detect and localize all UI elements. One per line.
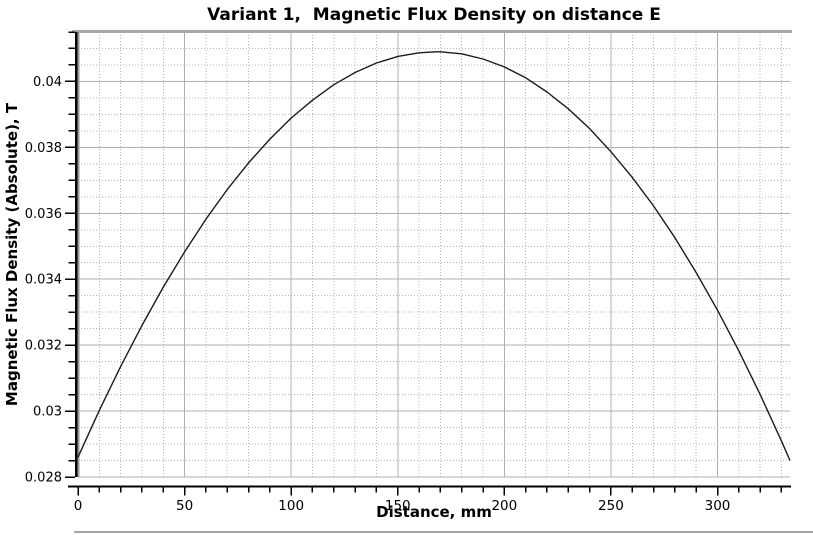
chart-title: Variant 1, Magnetic Flux Density on dist… [207,5,661,25]
x-tick-label: 300 [705,498,731,514]
y-tick-label: 0.038 [25,141,62,156]
x-tick-label: 150 [385,498,411,514]
x-tick-label: 50 [176,498,193,514]
plot-frame [72,30,792,477]
y-tick-label: 0.028 [25,471,62,486]
axis-lines [68,32,791,488]
y-tick-label: 0.03 [33,405,62,420]
bottom-divider [74,531,813,533]
grid-minor [78,31,790,477]
y-tick-labels: 0.028 0.03 0.032 0.034 0.036 0.038 0.04 [25,75,62,486]
y-ticks [65,31,75,478]
y-tick-label: 0.034 [25,273,62,288]
x-tick-label: 200 [491,498,517,514]
x-axis-title: Distance, mm [376,503,492,521]
x-ticks [77,487,783,496]
series-curve [77,51,791,461]
x-tick-labels: 0 50 100 150 200 250 300 [74,498,731,514]
x-tick-label: 100 [278,498,304,514]
y-tick-label: 0.04 [33,75,62,90]
x-tick-label: 0 [74,498,83,514]
x-tick-label: 250 [598,498,624,514]
grid-major [78,32,790,478]
flux-density-curve [77,51,791,461]
y-tick-label: 0.036 [25,207,62,222]
y-tick-label: 0.032 [25,339,62,354]
